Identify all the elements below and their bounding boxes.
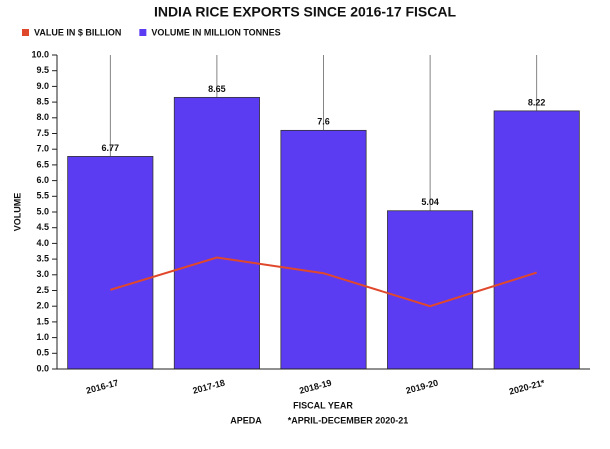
- bar: [493, 110, 580, 370]
- y-tick-label: 8.5: [36, 96, 49, 106]
- legend-label: VALUE IN $ BILLION: [34, 27, 121, 37]
- bar: [280, 129, 367, 370]
- footnote-source: APEDA: [230, 415, 262, 425]
- y-tick-label: 5.0: [36, 206, 49, 216]
- data-label: 8.22: [528, 97, 546, 107]
- y-tick-label: 9.0: [36, 81, 49, 91]
- y-tick-label: 1.5: [36, 316, 49, 326]
- chart-title: INDIA RICE EXPORTS SINCE 2016-17 FISCAL: [154, 4, 457, 20]
- y-tick-label: 10.0: [31, 49, 49, 59]
- y-tick-label: 9.5: [36, 65, 49, 75]
- data-label: 5.04: [421, 197, 439, 207]
- y-tick-label: 4.5: [36, 222, 49, 232]
- data-label: 8.65: [208, 84, 226, 94]
- y-tick-label: 4.0: [36, 238, 49, 248]
- legend-label: VOLUME IN MILLION TONNES: [151, 27, 280, 37]
- y-tick-label: 2.0: [36, 301, 49, 311]
- bar: [173, 96, 260, 370]
- data-label: 7.6: [317, 117, 330, 127]
- y-tick-label: 3.0: [36, 269, 49, 279]
- y-tick-label: 1.0: [36, 332, 49, 342]
- y-tick-label: 3.5: [36, 253, 49, 263]
- y-tick-label: 7.5: [36, 128, 49, 138]
- y-tick-label: 2.5: [36, 285, 49, 295]
- x-tick-label: 2017-18: [192, 378, 226, 396]
- bar: [387, 210, 474, 370]
- y-tick-label: 0.5: [36, 348, 49, 358]
- legend-swatch: [22, 29, 29, 36]
- y-tick-label: 0.0: [36, 363, 49, 373]
- y-tick-label: 5.5: [36, 191, 49, 201]
- x-axis-label: FISCAL YEAR: [293, 400, 353, 410]
- value-line: [110, 256, 538, 308]
- x-tick-label: 2018-19: [298, 378, 332, 396]
- y-tick-label: 6.5: [36, 159, 49, 169]
- y-tick-label: 6.0: [36, 175, 49, 185]
- y-tick-label: 8.0: [36, 112, 49, 122]
- footnote: *APRIL-DECEMBER 2020-21: [288, 415, 409, 425]
- x-tick-label: 2020-21*: [508, 377, 546, 396]
- x-tick-label: 2016-17: [85, 378, 119, 396]
- y-tick-label: 7.0: [36, 144, 49, 154]
- data-label: 6.77: [102, 143, 120, 153]
- bar: [67, 156, 154, 370]
- x-tick-label: 2019-20: [405, 378, 439, 396]
- y-axis-label: VOLUME: [12, 193, 22, 232]
- legend-swatch: [139, 29, 147, 36]
